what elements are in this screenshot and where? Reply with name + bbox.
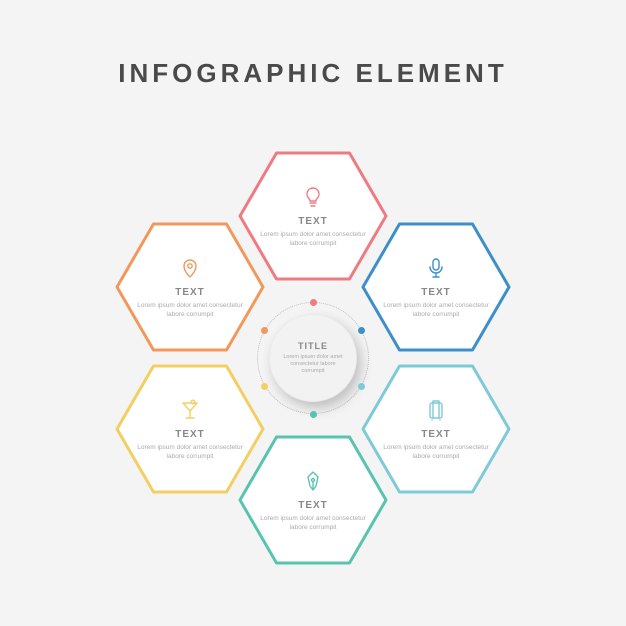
ring-dot bbox=[310, 299, 317, 306]
ring-dot bbox=[310, 411, 317, 418]
hex-body: Lorem ipsum dolor amet consectetur labor… bbox=[383, 444, 489, 462]
hex-label: TEXT bbox=[298, 500, 328, 511]
hex-label: TEXT bbox=[175, 429, 205, 440]
lightbulb-icon bbox=[300, 184, 326, 210]
hex-content: TEXT Lorem ipsum dolor amet consectetur l… bbox=[115, 364, 265, 494]
map-pin-icon bbox=[177, 255, 203, 281]
suitcase-icon bbox=[423, 397, 449, 423]
hex-content: TEXT Lorem ipsum dolor amet consectetur l… bbox=[115, 222, 265, 352]
cocktail-icon bbox=[177, 397, 203, 423]
microphone-icon bbox=[423, 255, 449, 281]
hex-body: Lorem ipsum dolor amet consectetur labor… bbox=[383, 302, 489, 320]
hex-body: Lorem ipsum dolor amet consectetur labor… bbox=[137, 302, 243, 320]
hex-content: TEXT Lorem ipsum dolor amet consectetur l… bbox=[361, 222, 511, 352]
ring-dot bbox=[358, 383, 365, 390]
hex-body: Lorem ipsum dolor amet consectetur labor… bbox=[260, 515, 366, 533]
ring-dot bbox=[358, 327, 365, 334]
ring-dot bbox=[261, 383, 268, 390]
hex-label: TEXT bbox=[298, 216, 328, 227]
infographic-canvas: TITLE Lorem ipsum dolor amet consectetur… bbox=[0, 0, 626, 626]
center-body: Lorem ipsum dolor amet consectetur labor… bbox=[269, 354, 357, 375]
hex-label: TEXT bbox=[421, 287, 451, 298]
center-title: TITLE bbox=[298, 341, 328, 351]
hex-body: Lorem ipsum dolor amet consectetur labor… bbox=[137, 444, 243, 462]
hex-label: TEXT bbox=[421, 429, 451, 440]
center-circle: TITLE Lorem ipsum dolor amet consectetur… bbox=[269, 314, 357, 402]
pen-nib-icon bbox=[300, 468, 326, 494]
hex-bottom-left: TEXT Lorem ipsum dolor amet consectetur l… bbox=[115, 364, 265, 494]
ring-dot bbox=[261, 327, 268, 334]
hex-top-right: TEXT Lorem ipsum dolor amet consectetur l… bbox=[361, 222, 511, 352]
hex-body: Lorem ipsum dolor amet consectetur labor… bbox=[260, 231, 366, 249]
hex-top-left: TEXT Lorem ipsum dolor amet consectetur l… bbox=[115, 222, 265, 352]
hex-label: TEXT bbox=[175, 287, 205, 298]
